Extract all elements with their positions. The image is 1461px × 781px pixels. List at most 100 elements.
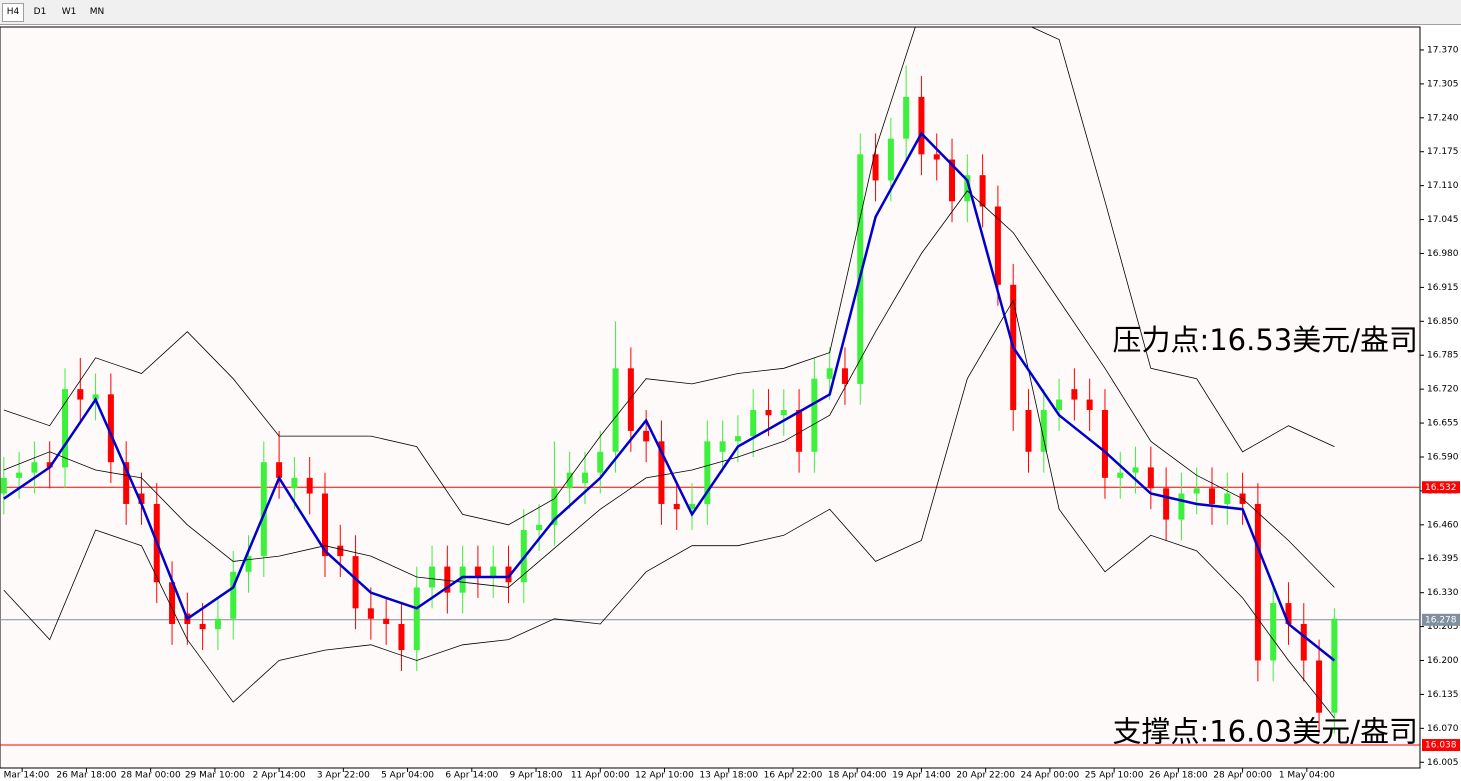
candle-body (1224, 493, 1231, 504)
candle-body (979, 175, 986, 207)
price-label-box (1422, 613, 1460, 626)
candle-body (474, 566, 481, 578)
candle-body (536, 524, 543, 531)
x-tick-label: 20 Apr 22:00 (956, 771, 1015, 781)
candle-body (841, 368, 848, 384)
candle-body (214, 618, 221, 630)
candle-body (230, 571, 237, 619)
price-label: 16.532 (1425, 483, 1457, 493)
x-tick-label: 26 Mar 18:00 (56, 771, 116, 781)
candle-body (107, 394, 114, 463)
indicator-line (3, 27, 1335, 526)
candle-body (1163, 488, 1170, 520)
candle-body (61, 389, 68, 468)
timeframe-tab[interactable]: H4 (2, 3, 24, 22)
x-tick-label: 28 Mar 00:00 (121, 771, 181, 781)
timeframe-tab[interactable]: W1 (61, 7, 77, 17)
candle-body (1254, 503, 1261, 661)
price-label: 16.038 (1425, 741, 1457, 751)
y-tick-label: 16.005 (1427, 758, 1459, 768)
candle-body (872, 154, 879, 181)
y-tick-label: 16.720 (1427, 385, 1459, 395)
candle-body (658, 441, 665, 504)
y-tick-label: 16.070 (1427, 724, 1459, 734)
candle-body (918, 96, 925, 155)
candle-body (337, 545, 344, 557)
candle-body (949, 159, 956, 202)
chart: 17.370 17.305 17.240 17.175 17.110 17.045 16.9… (0, 26, 1460, 781)
x-tick-label: 28 Apr 00:00 (1213, 771, 1272, 781)
candle-body (306, 477, 313, 494)
y-tick-label: 16.395 (1427, 554, 1459, 564)
candle-body (1025, 410, 1032, 452)
candle-body (123, 462, 130, 504)
candle-body (566, 472, 573, 489)
candle-body (689, 503, 696, 510)
x-tick-label: 1 May 04:00 (1279, 771, 1335, 781)
candle-body (704, 441, 711, 504)
x-tick-label: 3 Apr 22:00 (317, 771, 370, 781)
candle-body (321, 493, 328, 557)
timeframe-tab[interactable]: D1 (33, 7, 47, 17)
y-tick-label: 17.110 (1427, 181, 1459, 191)
candle-body (551, 488, 558, 525)
x-tick-label: 11 Apr 00:00 (571, 771, 630, 781)
candle-body (367, 608, 374, 619)
candle-body (1331, 618, 1338, 713)
candle-body (1316, 660, 1323, 713)
candle-body (169, 582, 176, 624)
price-label-box (1422, 481, 1460, 494)
x-tick-label: 16 Apr 22:00 (764, 771, 823, 781)
y-tick-label: 16.850 (1427, 317, 1459, 327)
candle-body (643, 430, 650, 442)
plot-area (0, 26, 1421, 769)
x-tick-label: 2 Apr 14:00 (253, 771, 306, 781)
y-tick-label: 16.135 (1427, 690, 1459, 700)
candle-body (673, 503, 680, 510)
candle-body (1285, 603, 1292, 624)
candle-body (734, 436, 741, 442)
candle-body (1178, 493, 1185, 520)
candle-body (719, 441, 726, 452)
candle-body (857, 154, 864, 384)
y-tick-label: 17.370 (1427, 45, 1459, 55)
candle-body (1300, 623, 1307, 661)
candle-body (92, 394, 99, 400)
indicator-line (3, 299, 1335, 719)
y-tick-label: 16.655 (1427, 419, 1459, 429)
x-tick-label: 12 Apr 10:00 (635, 771, 694, 781)
indicator-line (3, 190, 1335, 588)
indicator-line (3, 131, 1336, 662)
y-tick-label: 16.265 (1427, 622, 1459, 632)
candle-body (1086, 399, 1093, 411)
candle-body (903, 96, 910, 139)
candle-body (826, 368, 833, 379)
timeframe-tab[interactable]: MN (89, 7, 105, 17)
candle-body (31, 462, 38, 473)
candle-body (245, 556, 252, 572)
candle-body (933, 154, 940, 160)
candle-body (138, 493, 145, 504)
x-tick-label: 6 Apr 14:00 (445, 771, 498, 781)
candle-body (429, 566, 436, 588)
annotation: 支撑点:16.03美元/盎司 (1112, 715, 1418, 749)
candle-body (1132, 467, 1139, 473)
y-tick-label: 16.330 (1427, 588, 1459, 598)
candle-body (1209, 488, 1216, 504)
x-tick-label: 13 Apr 18:00 (699, 771, 758, 781)
candle-body (383, 618, 390, 624)
candle-body (627, 368, 634, 431)
y-tick-label: 16.915 (1427, 283, 1459, 293)
candle-body (780, 410, 787, 416)
x-tick-label: 24 Apr 00:00 (1021, 771, 1080, 781)
x-tick-label: 18 Apr 04:00 (828, 771, 887, 781)
candle-body (1056, 399, 1063, 411)
x-tick-label: 26 Apr 18:00 (1149, 771, 1208, 781)
candle-body (796, 410, 803, 452)
candle-body (1117, 472, 1124, 478)
candle-body (1101, 410, 1108, 478)
price-label: 16.278 (1425, 615, 1457, 625)
y-tick-label: 16.785 (1427, 351, 1459, 361)
y-tick-label: 17.175 (1427, 147, 1459, 157)
